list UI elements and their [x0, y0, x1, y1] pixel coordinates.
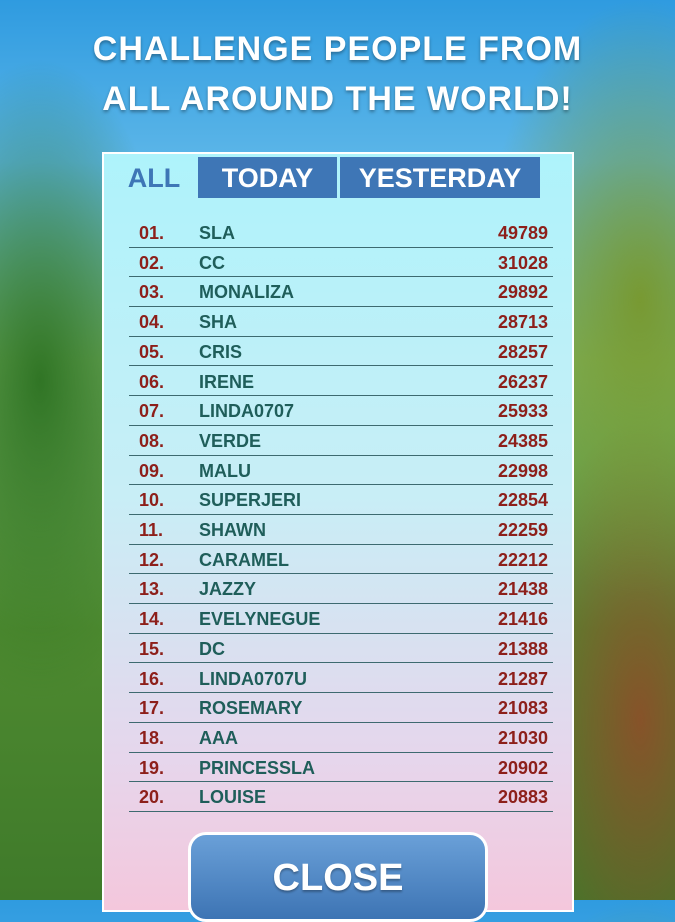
rank: 14.	[139, 609, 165, 630]
leaderboard-row: 16. LINDA0707U 21287	[129, 663, 553, 694]
rank: 18.	[139, 727, 165, 748]
rank: 10.	[139, 490, 165, 511]
player-name: PRINCESSLA	[199, 757, 316, 778]
score: 21083	[497, 698, 548, 719]
score: 26237	[497, 371, 548, 392]
leaderboard-row: 06. IRENE 26237	[129, 366, 553, 397]
score: 22998	[497, 460, 548, 481]
score: 25933	[497, 401, 548, 422]
score: 28257	[497, 341, 548, 362]
player-name: ROSEMARY	[199, 698, 303, 719]
rank: 05.	[139, 341, 165, 362]
player-name: SUPERJERI	[199, 490, 302, 511]
rank: 15.	[139, 638, 165, 659]
player-name: CRIS	[199, 341, 243, 362]
rank: 02.	[139, 252, 165, 273]
score: 20883	[497, 787, 548, 808]
leaderboard-row: 02. CC 31028	[129, 247, 553, 278]
leaderboard-row: 12. CARAMEL 22212	[129, 544, 553, 575]
rank: 01.	[139, 223, 165, 243]
leaderboard-row: 08. VERDE 24385	[129, 425, 553, 456]
rank: 17.	[139, 698, 165, 719]
score: 21030	[497, 727, 548, 748]
player-name: CARAMEL	[199, 549, 289, 570]
leaderboard-row: 10. SUPERJERI 22854	[129, 484, 553, 515]
score: 31028	[497, 252, 548, 273]
score: 49789	[497, 223, 548, 243]
rank: 19.	[139, 757, 165, 778]
leaderboard-row: 18. AAA 21030	[129, 722, 553, 753]
score: 28713	[497, 312, 548, 333]
score: 21388	[497, 638, 548, 659]
score: 21287	[497, 668, 548, 689]
leaderboard-row: 14. EVELYNEGUE 21416	[129, 603, 553, 634]
rank: 04.	[139, 312, 165, 333]
rank: 16.	[139, 668, 165, 689]
player-name: CC	[199, 252, 225, 273]
score: 21438	[497, 579, 548, 600]
rank: 03.	[139, 282, 165, 303]
player-name: SHAWN	[199, 520, 266, 540]
player-name: MALU	[199, 460, 251, 481]
player-name: IRENE	[199, 371, 255, 392]
score: 21416	[497, 609, 548, 630]
rank: 12.	[139, 549, 165, 570]
leaderboard-row: 13. JAZZY 21438	[129, 573, 553, 605]
leaderboard-row: 04. SHA 28713	[129, 306, 553, 337]
score: 22259	[497, 520, 548, 540]
rank: 07.	[139, 401, 165, 422]
player-name: LINDA0707U	[199, 668, 308, 689]
leaderboard-row: 07. LINDA0707 25933	[129, 395, 553, 426]
title-line: ALL AROUND THE WORLD!	[102, 80, 573, 118]
tab-yesterday[interactable]: YESTERDAY	[340, 157, 540, 198]
leaderboard-row: 19. PRINCESSLA 20902	[129, 752, 553, 783]
player-name: LOUISE	[199, 787, 267, 808]
score: 20902	[497, 757, 548, 778]
score: 24385	[497, 430, 548, 451]
rank: 13.	[139, 579, 165, 600]
rank: 06.	[139, 371, 165, 392]
player-name: MONALIZA	[199, 282, 294, 303]
rank: 11.	[139, 520, 164, 540]
player-name: EVELYNEGUE	[199, 609, 321, 630]
player-name: JAZZY	[199, 579, 257, 600]
score: 22854	[497, 490, 548, 511]
tab-today[interactable]: TODAY	[198, 157, 337, 198]
rank: 09.	[139, 460, 165, 481]
title-line: CHALLENGE PEOPLE FROM	[92, 30, 583, 68]
leaderboard-row: 20. LOUISE 20883	[129, 781, 553, 812]
player-name: DC	[199, 638, 225, 659]
leaderboard-row: 05. CRIS 28257	[129, 336, 553, 367]
leaderboard-row: 17. ROSEMARY 21083	[129, 692, 553, 723]
player-name: VERDE	[199, 430, 262, 451]
leaderboard-row: 09. MALU 22998	[129, 455, 553, 486]
player-name: SLA	[199, 223, 235, 243]
player-name: AAA	[199, 727, 238, 748]
player-name: LINDA0707	[199, 401, 295, 422]
rank: 20.	[139, 787, 165, 808]
leaderboard-row: 15. DC 21388	[129, 633, 553, 664]
score: 22212	[497, 549, 548, 570]
player-name: SHA	[199, 312, 238, 333]
score: 29892	[497, 282, 548, 303]
tab-all[interactable]: ALL	[127, 163, 181, 193]
leaderboard-panel: ALL TODAY YESTERDAY 01. SLA 49789 02. CC 3102…	[102, 152, 574, 912]
rank: 08.	[139, 430, 165, 451]
leaderboard-row: 11. SHAWN 22259	[129, 514, 553, 545]
close-button[interactable]: CLOSE	[188, 832, 488, 922]
leaderboard-row: 03. MONALIZA 29892	[129, 276, 553, 308]
leaderboard-row: 01. SLA 49789	[129, 217, 553, 248]
